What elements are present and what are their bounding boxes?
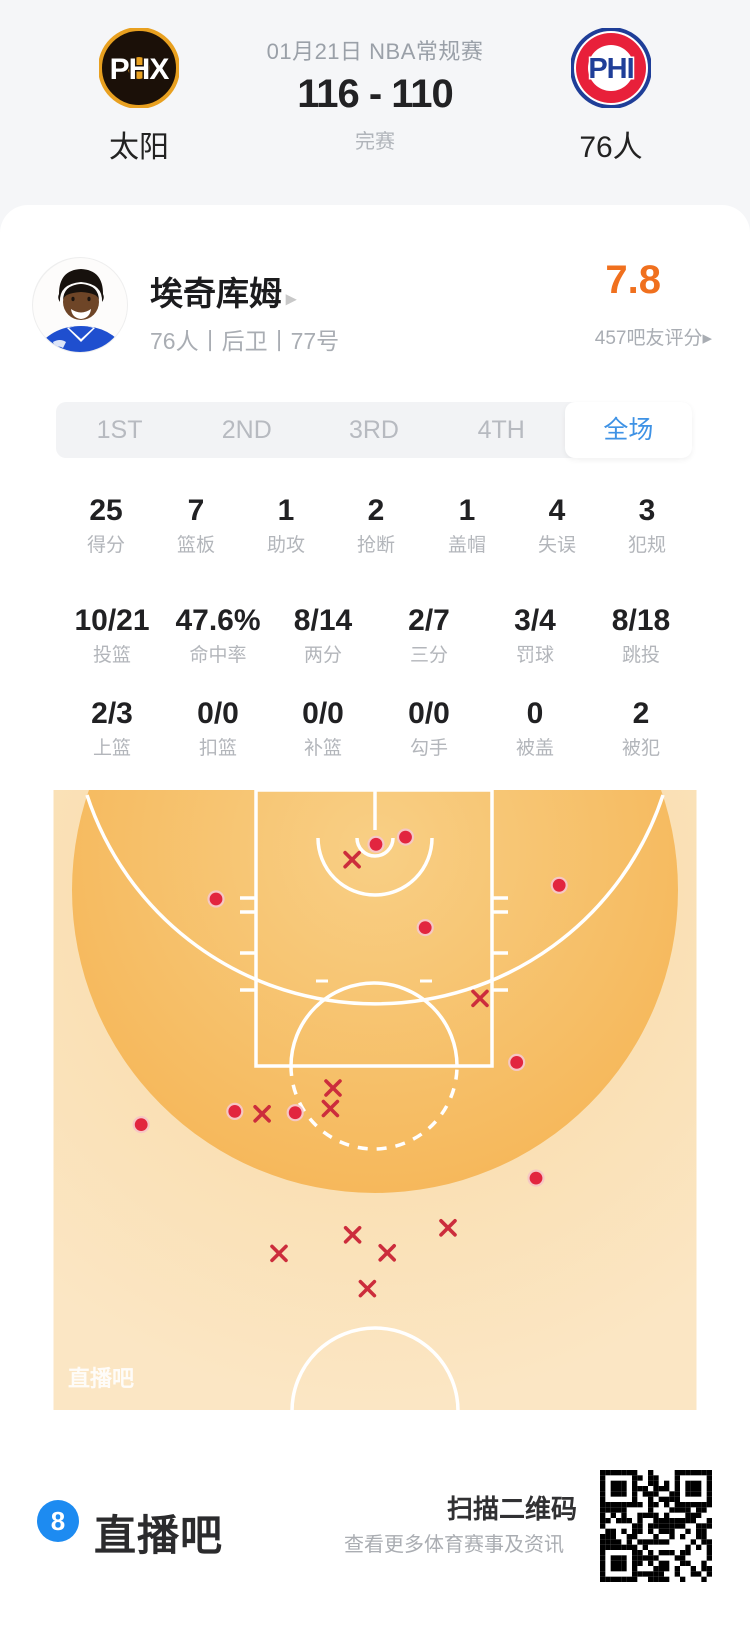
svg-text:直播吧: 直播吧 xyxy=(68,1366,134,1391)
svg-text:8: 8 xyxy=(51,1506,65,1536)
svg-text:PHX: PHX xyxy=(110,53,170,86)
svg-text:PHI: PHI xyxy=(588,53,633,85)
